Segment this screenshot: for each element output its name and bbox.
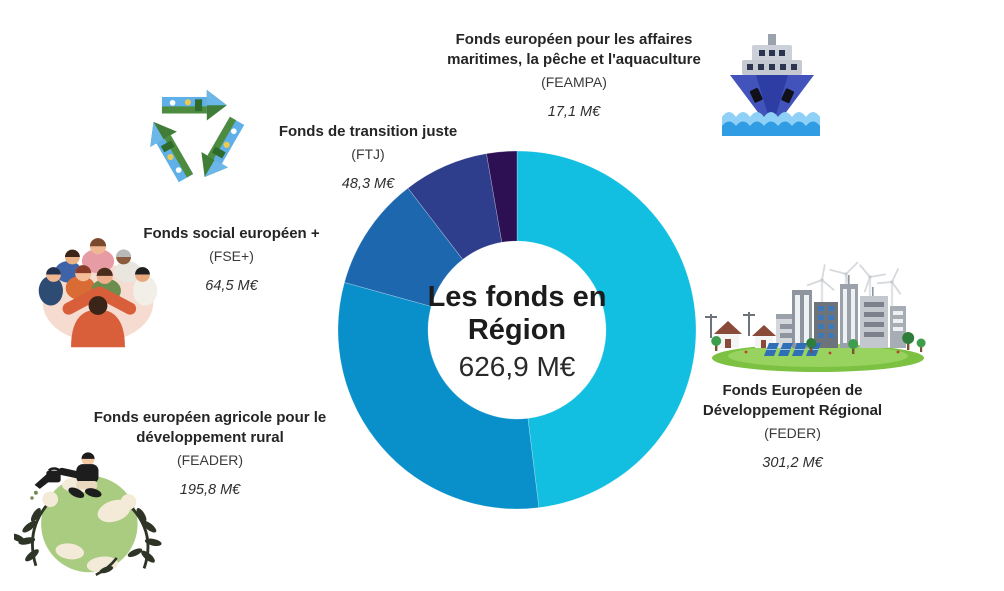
fund-label-feader: Fonds européen agricole pour le développ… [90,408,330,498]
fund-title-feampa: Fonds européen pour les affaires maritim… [447,31,701,68]
fund-abbr-fse: (FSE+) [209,247,254,264]
fund-abbr-feader: (FEADER) [176,451,244,468]
people-huddle-icon [38,238,158,348]
recycle-collage-icon [140,89,251,186]
fund-label-feampa: Fonds européen pour les affaires maritim… [434,30,714,120]
globe-plant-icon [14,452,162,577]
trees [711,332,926,355]
chart-title-line1: Les fonds en [427,281,607,313]
fund-label-fse: Fonds social européen + (FSE+) 64,5 M€ [124,224,339,294]
fund-label-feder: Fonds Européen de Développement Régional… [690,381,895,471]
fund-abbr-ftj: (FTJ) [351,145,385,162]
fund-title-ftj: Fonds de transition juste [278,123,458,140]
fund-title-feder: Fonds Européen de Développement Régional [702,382,883,419]
fund-title-feader: Fonds européen agricole pour le développ… [93,409,327,446]
donut-chart [337,150,697,510]
donut-segment-FSE+ [344,187,464,307]
fund-amount-feder: 301,2 M€ [762,454,823,471]
chart-title-line2: Région [467,314,567,346]
fund-abbr-feampa: (FEAMPA) [541,73,607,90]
chart-center-label: Les fonds en Région 626,9 M€ [402,281,632,383]
donut-segment-FEADER [337,282,540,510]
eco-city-icon [705,261,926,372]
fund-label-ftj: Fonds de transition juste (FTJ) 48,3 M€ [256,122,480,192]
fund-amount-ftj: 48,3 M€ [341,175,395,192]
fund-amount-feader: 195,8 M€ [179,481,241,498]
donut-segment-FEDER [516,150,697,508]
fund-amount-feampa: 17,1 M€ [547,103,601,120]
fund-amount-fse: 64,5 M€ [205,277,258,294]
chart-total-value: 626,9 M€ [458,351,576,382]
ship-icon [722,34,820,136]
fund-title-fse: Fonds social européen + [143,225,320,242]
donut-segment-FEAMPA [486,150,518,243]
fund-abbr-feder: (FEDER) [764,424,821,441]
